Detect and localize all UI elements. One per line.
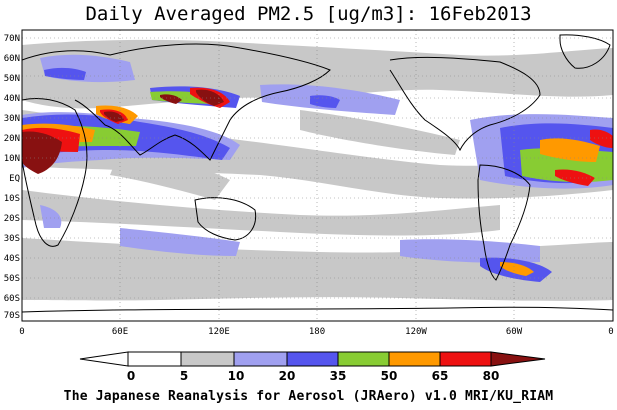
lon-label: 60E — [112, 327, 128, 337]
lat-label: 20S — [4, 214, 20, 224]
lon-label: 120E — [208, 327, 230, 337]
colorbar-label: 65 — [432, 369, 449, 383]
colorbar-low-arrow — [79, 351, 129, 367]
lat-label: 60N — [4, 54, 20, 64]
lat-label: 10S — [4, 194, 20, 204]
colorbar-swatch — [286, 351, 339, 367]
lat-label: 40N — [4, 94, 20, 104]
colorbar-label: 10 — [228, 369, 245, 383]
graticule — [22, 30, 613, 321]
map-frame — [21, 29, 614, 322]
lon-label: 60W — [506, 327, 523, 337]
lon-label: 0 — [19, 327, 24, 337]
lat-label: 50N — [4, 74, 20, 84]
lat-label: 20N — [4, 134, 20, 144]
colorbar-label: 35 — [330, 369, 347, 383]
colorbar-swatch — [180, 351, 235, 367]
colorbar-label: 50 — [381, 369, 398, 383]
lon-label: 120W — [405, 327, 427, 337]
colorbar-labels: 0 5 10 20 35 50 65 80 — [127, 369, 500, 383]
lat-label: 70N — [4, 34, 20, 44]
colorbar-swatch — [233, 351, 288, 367]
colorbar-swatch — [439, 351, 492, 367]
lat-label: 30N — [4, 114, 20, 124]
longitude-axis: 0 60E 120E 180 120W 60W 0 — [19, 327, 613, 337]
colorbar-label: 0 — [127, 369, 135, 383]
lon-label: 0 — [608, 327, 613, 337]
lat-label: EQ — [9, 174, 20, 184]
pm25-field — [22, 30, 613, 321]
colorbar-label: 20 — [279, 369, 296, 383]
map-title: Daily Averaged PM2.5 [ug/m3]: 16Feb2013 — [85, 3, 532, 25]
lat-label: 60S — [4, 294, 20, 304]
lat-label: 40S — [4, 254, 20, 264]
colorbar-label: 5 — [180, 369, 188, 383]
lat-label: 30S — [4, 234, 20, 244]
colorbar-swatch — [337, 351, 390, 367]
lat-label: 70S — [4, 311, 20, 321]
footer-caption: The Japanese Reanalysis for Aerosol (JRA… — [63, 389, 554, 404]
colorbar-swatch — [388, 351, 441, 367]
lat-label: 50S — [4, 274, 20, 284]
lon-label: 180 — [309, 327, 325, 337]
colorbar-swatch — [127, 351, 182, 367]
colorbar-label: 80 — [483, 369, 500, 383]
coastlines — [22, 34, 613, 313]
colorbar: 0 5 10 20 35 50 65 80 — [79, 351, 546, 383]
lat-label: 10N — [4, 154, 20, 164]
colorbar-high-arrow — [490, 351, 546, 367]
latitude-axis: 70N 60N 50N 40N 30N 20N 10N EQ 10S 20S 3… — [4, 34, 20, 321]
